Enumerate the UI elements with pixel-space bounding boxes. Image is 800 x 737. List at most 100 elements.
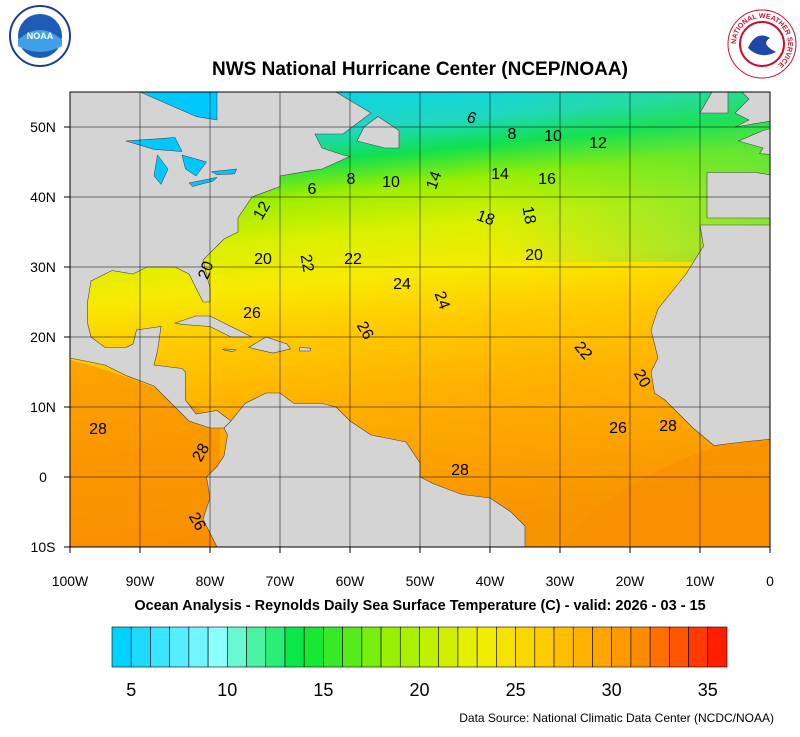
y-tick-label: 30N xyxy=(30,259,56,275)
contour-label: 12 xyxy=(250,199,274,223)
contour-label: 20 xyxy=(254,251,272,268)
lake xyxy=(153,154,169,185)
colorbar-box xyxy=(150,626,170,668)
x-tick-label: 40W xyxy=(476,573,506,589)
contour-label: 20 xyxy=(630,367,654,391)
y-tick-label: 10N xyxy=(30,399,56,415)
land xyxy=(734,92,770,128)
contour-label: 18 xyxy=(474,207,497,229)
colorbar-tick-label: 5 xyxy=(126,680,136,700)
y-tick-label: 10S xyxy=(31,539,56,555)
colorbar-box xyxy=(303,626,324,668)
colorbar-tick-label: 30 xyxy=(602,680,622,700)
colorbar-box xyxy=(169,626,190,668)
x-tick-label: 0 xyxy=(766,573,774,589)
colorbar-box xyxy=(476,626,497,668)
contour-label: 14 xyxy=(491,166,509,183)
contour-label: 28 xyxy=(659,418,677,435)
y-tick-label: 0 xyxy=(39,469,47,485)
contour-label: 20 xyxy=(195,259,217,282)
colorbar-box xyxy=(130,626,151,668)
nws-logo: NATIONAL WEATHER SERVICE xyxy=(727,9,797,79)
colorbar-box xyxy=(707,626,728,668)
colorbar-box xyxy=(227,626,247,668)
warm-pool xyxy=(560,430,770,547)
colorbar-box xyxy=(515,626,536,668)
contour-label: 10 xyxy=(382,174,400,191)
contour-label: 26 xyxy=(353,319,377,343)
y-tick-label: 50N xyxy=(30,119,56,135)
contour-label: 6 xyxy=(308,181,317,198)
logo-storm xyxy=(748,35,776,56)
colorbar-tick-label: 35 xyxy=(698,680,718,700)
colorbar-box xyxy=(457,626,478,668)
land xyxy=(202,392,526,547)
contour-label: 26 xyxy=(185,510,209,534)
lake xyxy=(181,154,207,177)
colorbar-box xyxy=(592,626,612,668)
colorbar-box xyxy=(265,626,286,668)
land xyxy=(706,172,770,219)
subtitle: Ocean Analysis - Reynolds Daily Sea Surf… xyxy=(134,598,705,614)
colorbar-box xyxy=(342,626,363,668)
contour-label: 10 xyxy=(544,128,562,145)
land xyxy=(699,92,729,114)
colorbar-box xyxy=(649,626,670,668)
bay xyxy=(105,92,218,121)
colorbar-box xyxy=(380,626,401,668)
colorbar-box xyxy=(496,626,516,668)
colorbar-box xyxy=(630,626,651,668)
noaa-logo: NOAA xyxy=(9,5,71,67)
x-tick-label: 90W xyxy=(126,573,156,589)
colorbar-box xyxy=(111,626,132,668)
contour-label: 12 xyxy=(589,135,607,152)
contour-label: 8 xyxy=(508,126,517,143)
colorbar-tick-label: 15 xyxy=(313,680,333,700)
colorbar-tick-label: 25 xyxy=(506,680,526,700)
x-tick-label: 100W xyxy=(52,573,89,589)
title: NWS National Hurricane Center (NCEP/NOAA… xyxy=(212,59,628,80)
lake xyxy=(210,168,237,175)
map-frame xyxy=(69,91,771,548)
land xyxy=(737,128,770,155)
contour-label: 8 xyxy=(347,171,356,188)
contour-label: 22 xyxy=(344,251,362,268)
colorbar-box xyxy=(553,626,574,668)
land xyxy=(299,347,312,352)
colorbar-box xyxy=(419,626,440,668)
contour-label: 14 xyxy=(423,169,445,192)
colorbar-box xyxy=(534,626,555,668)
x-tick-label: 10W xyxy=(686,573,716,589)
contour-label: 28 xyxy=(189,441,213,465)
x-tick-label: 80W xyxy=(196,573,226,589)
colorbar-box xyxy=(246,626,267,668)
contour-label: 16 xyxy=(538,171,556,188)
x-tick-label: 70W xyxy=(266,573,296,589)
contour-label: 28 xyxy=(451,462,469,479)
colorbar-box xyxy=(688,626,709,668)
colorbar-box xyxy=(284,626,305,668)
colorbar-box xyxy=(438,626,459,668)
contour-label: 26 xyxy=(609,420,627,437)
contour-label: 22 xyxy=(297,253,317,274)
contour-label: 26 xyxy=(243,305,261,322)
contour-label: 28 xyxy=(89,421,107,438)
x-tick-label: 60W xyxy=(336,573,366,589)
y-tick-label: 20N xyxy=(30,329,56,345)
colorbar-box xyxy=(572,626,593,668)
colorbar-box xyxy=(188,626,209,668)
contour-label: 24 xyxy=(393,276,411,293)
land xyxy=(221,348,237,353)
footer: Data Source: National Climatic Data Cent… xyxy=(459,711,774,725)
x-tick-label: 30W xyxy=(546,573,576,589)
logo-wave xyxy=(18,30,62,52)
colorbar-box xyxy=(611,626,632,668)
y-tick-label: 40N xyxy=(30,189,56,205)
colorbar-box xyxy=(669,626,689,668)
logo-text: NOAA xyxy=(27,31,54,41)
x-tick-label: 50W xyxy=(406,573,436,589)
